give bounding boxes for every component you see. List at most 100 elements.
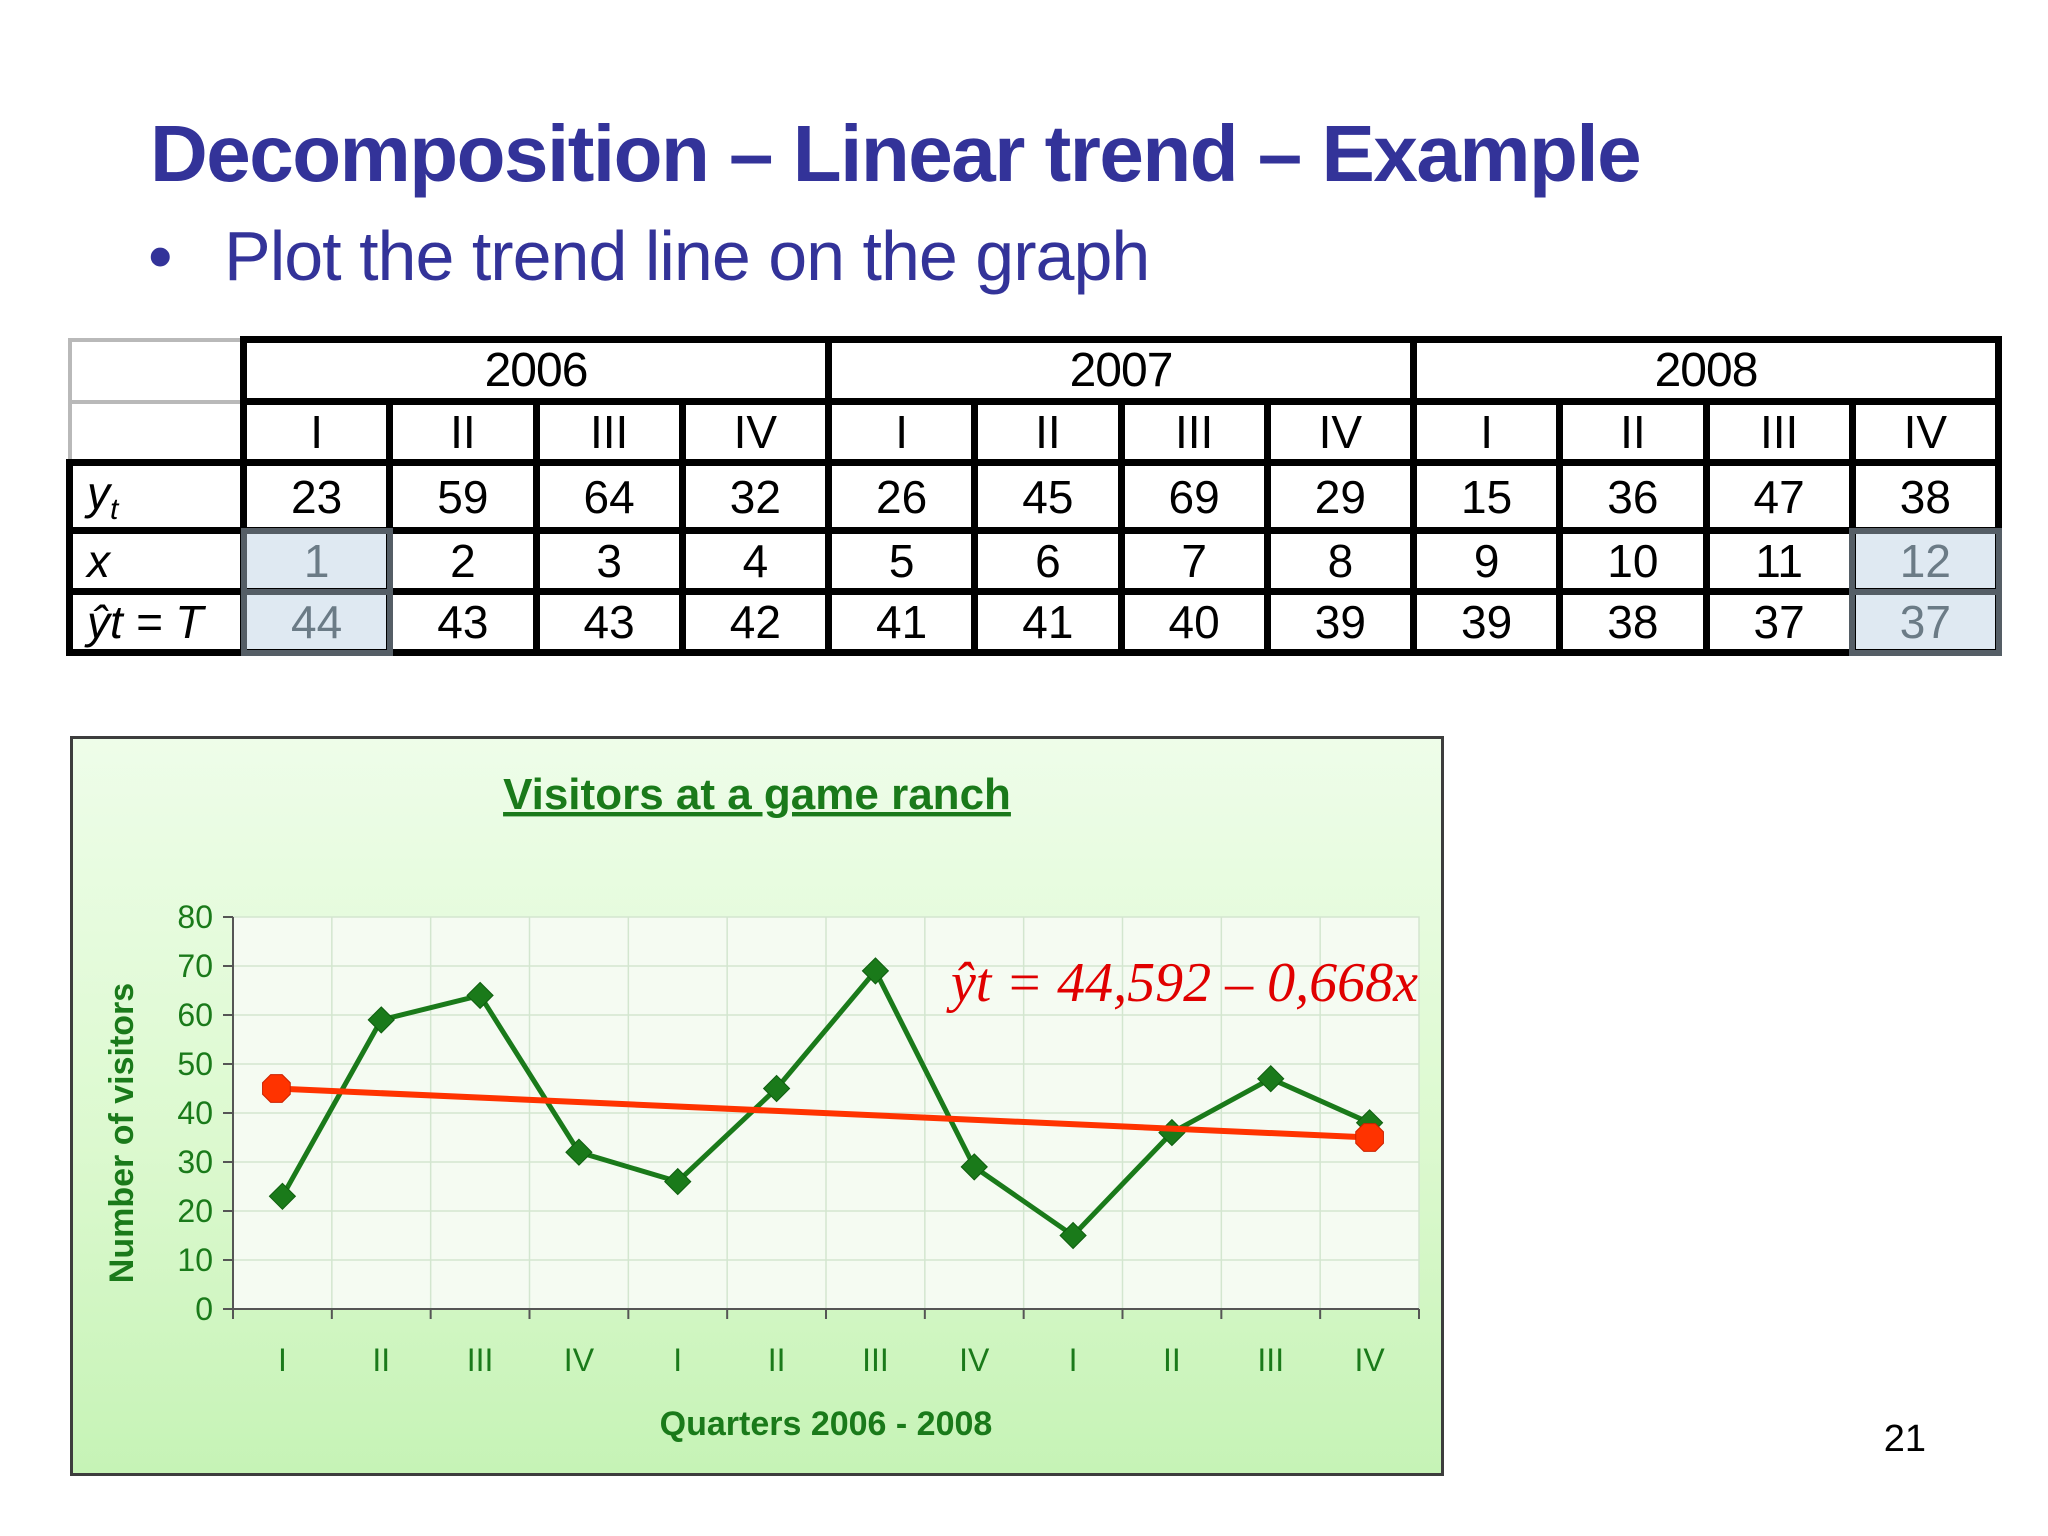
corner-cell xyxy=(67,337,246,404)
trend-cell: 41 xyxy=(971,588,1125,657)
y-axis-label: Number of visitors xyxy=(103,983,141,1283)
yt-cell: 45 xyxy=(971,458,1125,535)
bullet-item: • Plot the trend line on the graph xyxy=(148,216,1150,296)
trend-cell: 38 xyxy=(1556,588,1710,657)
chart-title: Visitors at a game ranch xyxy=(503,770,1011,819)
x-row: x 1 2 3 4 5 6 7 8 9 10 11 12 xyxy=(66,527,2003,596)
x-tick-label: IV xyxy=(564,1342,595,1378)
yt-cell: 64 xyxy=(532,458,686,535)
data-table: 2006 2007 2008 I II III IV I II III IV I… xyxy=(66,336,2003,657)
slide-title: Decomposition – Linear trend – Example xyxy=(150,109,1642,198)
quarter-header: II xyxy=(386,398,540,466)
x-tick-label: I xyxy=(1069,1342,1078,1378)
quarter-header: II xyxy=(1556,398,1710,466)
x-cell: 6 xyxy=(971,527,1125,596)
yt-cell: 69 xyxy=(1117,458,1271,535)
x-tick-label: I xyxy=(673,1342,682,1378)
x-cell: 12 xyxy=(1848,527,2003,596)
quarter-header: III xyxy=(1117,398,1271,466)
yt-cell: 26 xyxy=(824,458,979,535)
trend-cell: 41 xyxy=(824,588,979,657)
trend-cell: 43 xyxy=(386,588,540,657)
x-cell: 4 xyxy=(678,527,833,596)
quarter-header-row: I II III IV I II III IV I II III IV xyxy=(67,398,2003,466)
x-tick-label: II xyxy=(768,1342,786,1378)
data-point-marker xyxy=(861,957,890,985)
row-label-yt-text: yt xyxy=(87,467,119,527)
y-tick-label: 10 xyxy=(177,1242,213,1278)
data-point-marker xyxy=(1257,1064,1285,1093)
data-point-marker xyxy=(466,981,494,1010)
page-number: 21 xyxy=(1883,1418,1926,1460)
data-point-marker xyxy=(664,1167,692,1196)
year-header-row: 2006 2007 2008 xyxy=(67,336,2002,405)
yt-cell: 29 xyxy=(1263,458,1418,535)
yt-cell: 47 xyxy=(1702,458,1856,535)
trend-cell: 39 xyxy=(1409,588,1564,657)
quarter-header: IV xyxy=(678,398,833,466)
x-axis-label: Quarters 2006 - 2008 xyxy=(660,1405,993,1443)
x-cell: 9 xyxy=(1409,527,1564,596)
trend-endpoint-marker xyxy=(262,1074,291,1103)
data-point-marker xyxy=(1059,1221,1087,1250)
yt-cell: 32 xyxy=(678,458,833,535)
yt-cell: 38 xyxy=(1848,458,2003,535)
trend-cell: 40 xyxy=(1117,588,1271,657)
trend-line xyxy=(276,1085,1370,1141)
x-tick-label: I xyxy=(278,1342,287,1378)
subscript: t xyxy=(110,493,119,527)
yt-row: yt 23 59 64 32 26 45 69 29 15 36 47 38 xyxy=(66,458,2003,535)
data-point-marker xyxy=(960,1153,988,1181)
quarter-header: II xyxy=(971,398,1125,466)
x-cell: 3 xyxy=(532,527,686,596)
trend-cell: 43 xyxy=(532,588,686,657)
series-line xyxy=(280,968,1371,1238)
x-cell: 5 xyxy=(824,527,979,596)
data-point-marker xyxy=(565,1138,593,1166)
x-cell: 11 xyxy=(1702,527,1856,596)
y-tick-label: 0 xyxy=(195,1291,213,1327)
yt-cell: 36 xyxy=(1556,458,1710,535)
x-tick-label: II xyxy=(1163,1342,1181,1378)
trend-endpoint-marker xyxy=(1355,1123,1384,1152)
data-point-marker xyxy=(268,1182,297,1211)
y-tick-label: 60 xyxy=(177,997,213,1033)
x-tick-label: III xyxy=(467,1342,494,1378)
y-tick-label: 20 xyxy=(177,1193,213,1229)
x-cell: 7 xyxy=(1117,527,1271,596)
trend-row: ŷt = T 44 43 43 42 41 41 40 39 39 38 37 … xyxy=(66,588,2003,657)
y-tick-label: 40 xyxy=(177,1095,213,1131)
quarter-header: III xyxy=(532,398,686,466)
trend-cell: 42 xyxy=(678,588,833,657)
bullet-dot: • xyxy=(148,217,173,295)
quarter-header: IV xyxy=(1848,398,2003,466)
year-header: 2007 xyxy=(825,336,1417,405)
quarter-header: IV xyxy=(1263,398,1418,466)
yt-cell: 23 xyxy=(239,458,394,535)
quarter-header: I xyxy=(824,398,979,466)
x-cell: 8 xyxy=(1263,527,1418,596)
x-tick-label: IV xyxy=(1354,1342,1385,1378)
x-tick-label: IV xyxy=(959,1342,990,1378)
row-label-yt: yt xyxy=(66,458,247,535)
y-tick-label: 70 xyxy=(177,948,213,984)
trend-equation: ŷt = 44,592 – 0,668x xyxy=(946,952,1418,1014)
data-point-marker xyxy=(762,1074,791,1103)
x-cell: 10 xyxy=(1556,527,1710,596)
y-tick-label: 50 xyxy=(177,1046,213,1082)
quarter-header: III xyxy=(1702,398,1856,466)
quarter-header: I xyxy=(1409,398,1564,466)
x-tick-label: III xyxy=(1257,1342,1284,1378)
x-tick-label: II xyxy=(372,1342,390,1378)
row-label-trend: ŷt = T xyxy=(66,588,247,657)
yt-cell: 15 xyxy=(1409,458,1564,535)
x-cell: 2 xyxy=(386,527,540,596)
trend-cell: 44 xyxy=(239,588,394,657)
chart-area: 0 10 20 30 40 50 60 70 80 I II III IV I II III IV I II III I… xyxy=(70,736,1444,1476)
trend-cell: 37 xyxy=(1848,588,2003,657)
bullet-text: Plot the trend line on the graph xyxy=(224,217,1150,295)
x-cell: 1 xyxy=(239,527,394,596)
yt-cell: 59 xyxy=(386,458,540,535)
trend-cell: 39 xyxy=(1263,588,1418,657)
